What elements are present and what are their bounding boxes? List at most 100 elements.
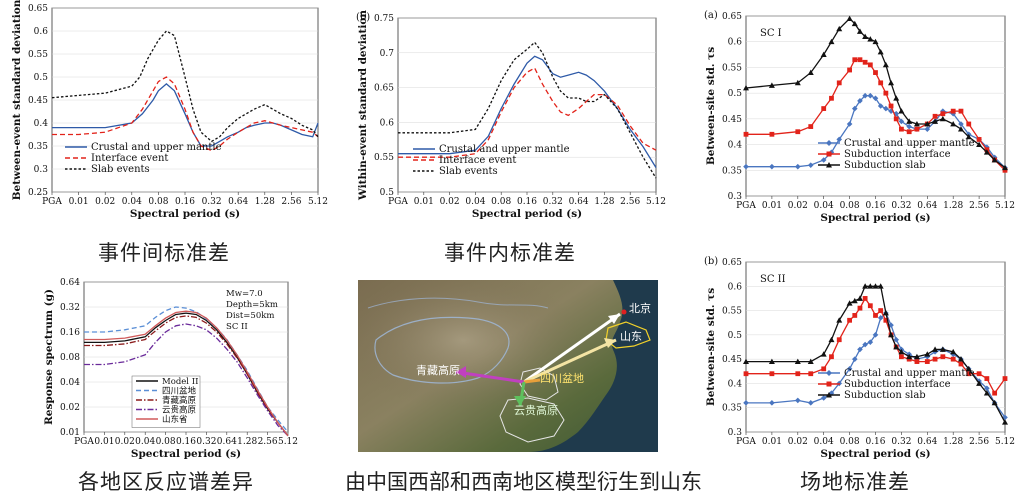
x-tick-label: 1.28 <box>255 197 275 207</box>
data-point <box>743 371 749 377</box>
data-point <box>769 163 775 170</box>
data-point <box>893 110 900 117</box>
y-axis-label: Within-event standard deviation <box>357 10 369 201</box>
x-tick-label: 2.56 <box>281 197 301 207</box>
x-axis-label: Spectral period (s) <box>820 212 930 224</box>
data-point <box>795 163 801 170</box>
data-point <box>906 129 912 135</box>
x-tick-label: 0.02 <box>95 197 115 207</box>
data-point <box>743 85 749 91</box>
data-point <box>882 310 889 316</box>
chart-between-site-sc2: 0.3 0.35 0.4 0.45 0.5 0.55 0.6 0.65 PGA 0.01 0.02 0… <box>700 256 1020 460</box>
data-point <box>829 95 834 101</box>
y-tick-label: 0.04 <box>60 378 80 388</box>
data-point <box>883 317 889 323</box>
data-point <box>939 115 946 122</box>
x-tick-label: 0.16 <box>175 197 195 207</box>
x-tick-label: 2.56 <box>258 437 278 447</box>
data-point <box>807 69 814 75</box>
x-tick-label: PGA <box>74 437 94 447</box>
data-point <box>807 358 814 364</box>
data-point <box>958 108 964 114</box>
data-point <box>1002 164 1008 171</box>
data-point <box>768 82 775 88</box>
data-point <box>940 108 946 114</box>
y-tick-label: 0.65 <box>28 4 48 14</box>
data-point <box>820 157 827 163</box>
data-point <box>828 390 835 396</box>
legend-label: Slab events <box>91 164 150 175</box>
y-tick-label: 0.01 <box>60 428 80 438</box>
arrow-to-beijing <box>523 312 621 384</box>
data-point <box>893 344 900 350</box>
data-point <box>820 395 827 401</box>
data-point <box>862 59 868 65</box>
panel-label: (a) <box>704 10 718 21</box>
series-line <box>84 310 289 437</box>
data-point <box>862 283 869 289</box>
data-point <box>983 149 990 155</box>
data-point <box>984 376 990 381</box>
annotation: Dist=50km <box>226 311 274 321</box>
caption-map: 由中国西部和西南地区模型衍生到山东 <box>345 470 702 494</box>
data-point <box>808 371 814 377</box>
data-point <box>932 113 938 119</box>
data-point <box>1002 167 1008 173</box>
data-point <box>795 371 801 377</box>
y-tick-label: 0.25 <box>28 188 48 198</box>
data-point <box>966 371 972 377</box>
data-point <box>965 133 972 140</box>
y-tick-label: 0.3 <box>728 192 743 202</box>
legend-marker <box>826 140 832 146</box>
x-tick-label: 0.16 <box>865 437 885 447</box>
x-tick-label: 0.04 <box>122 197 142 207</box>
y-tick-label: 0.16 <box>60 328 80 338</box>
series-line <box>84 306 289 433</box>
data-point <box>769 371 775 377</box>
data-point <box>906 353 913 360</box>
data-point <box>877 49 884 55</box>
x-tick-label: 0.08 <box>840 201 860 211</box>
y-tick-label: 0.5 <box>380 188 395 198</box>
y-tick-label: 0.6 <box>728 282 743 292</box>
data-point <box>899 354 904 360</box>
series-line <box>398 41 657 179</box>
y-tick-label: 0.55 <box>722 63 742 73</box>
x-tick-label: 0.16 <box>517 197 537 207</box>
data-point <box>914 126 920 132</box>
y-tick-label: 0.65 <box>722 12 742 22</box>
data-point <box>958 361 964 367</box>
legend-label: 云贵高原 <box>162 405 196 416</box>
series-line <box>398 55 657 168</box>
legend-marker <box>826 392 832 398</box>
legend-label: Crustal and upper mantle <box>439 144 570 155</box>
y-tick-label: 0.64 <box>60 278 80 288</box>
data-point <box>768 358 775 364</box>
data-point <box>906 123 912 130</box>
plateau-boundary <box>374 316 510 384</box>
label-sichuan: 四川盆地 <box>540 371 584 385</box>
data-point <box>743 358 749 364</box>
data-point <box>893 116 899 122</box>
data-point <box>846 121 853 127</box>
x-tick-label: 1.28 <box>594 197 614 207</box>
annotation: Depth=5km <box>226 300 278 310</box>
data-point <box>924 126 931 132</box>
x-tick-label: 0.04 <box>814 437 834 447</box>
x-tick-label: 0.32 <box>543 197 563 207</box>
x-tick-label: PGA <box>736 201 756 211</box>
chart-between-site-sc1: 0.3 0.35 0.4 0.45 0.5 0.55 0.6 0.65 PGA 0.01 0.02 0… <box>700 6 1020 226</box>
x-axis-label: Spectral period (s) <box>820 448 930 460</box>
data-point <box>940 354 946 360</box>
northwest-boundary <box>367 297 549 309</box>
legend-box <box>131 375 201 428</box>
data-point <box>877 315 884 321</box>
beijing-marker <box>621 309 627 315</box>
x-tick-label: PGA <box>42 197 62 207</box>
series-line <box>84 315 289 437</box>
x-axis-label: Spectral period (s) <box>472 208 582 220</box>
legend-label: 四川盆地 <box>162 386 197 397</box>
legend-label: Subduction interface <box>844 379 951 390</box>
data-point <box>932 356 938 362</box>
legend-label: Crustal and upper mantle <box>91 142 222 153</box>
